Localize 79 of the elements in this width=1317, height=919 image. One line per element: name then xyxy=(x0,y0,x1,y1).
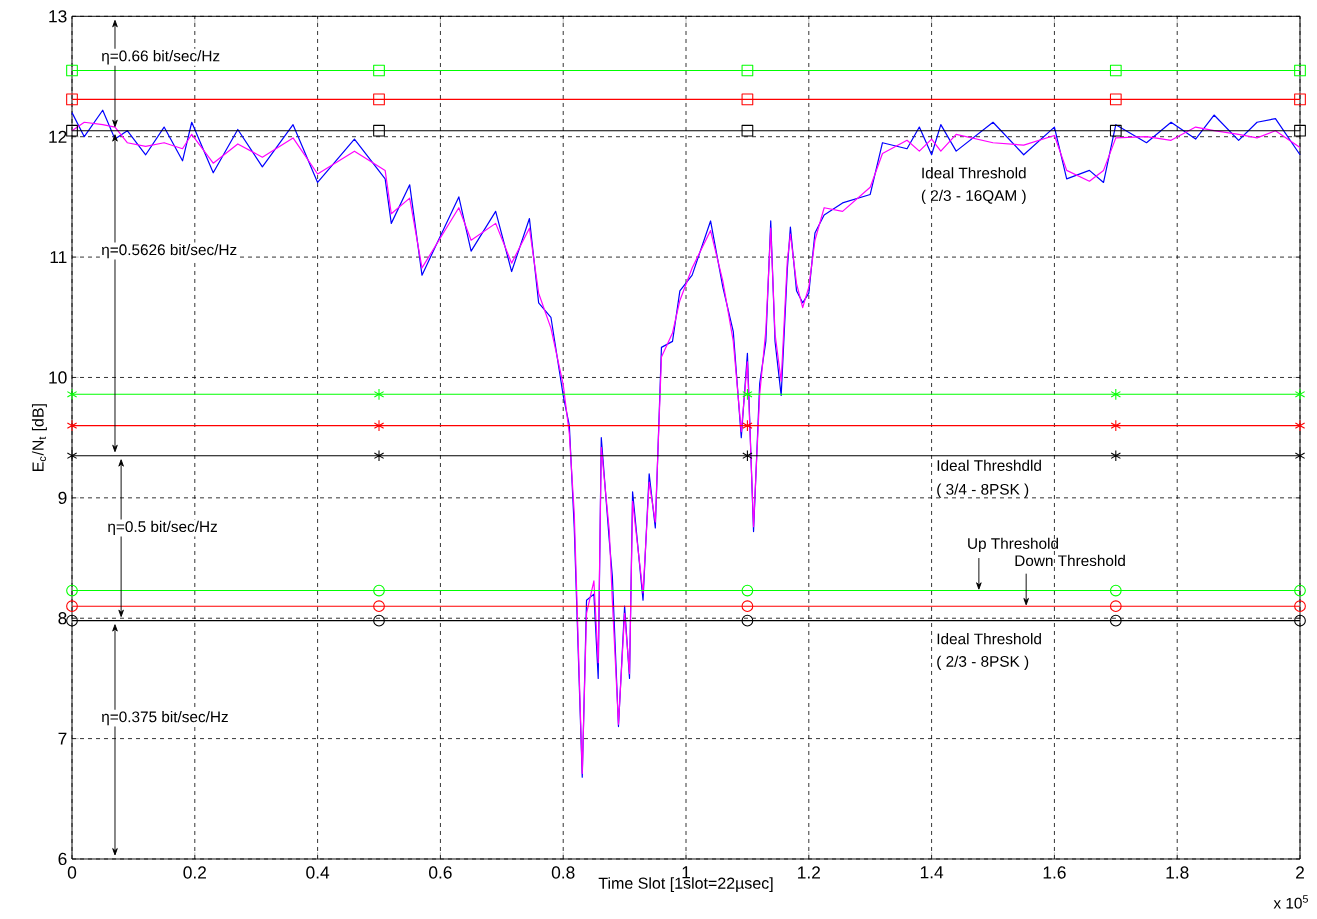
point xyxy=(66,584,78,597)
x-tick-label: 1.8 xyxy=(1166,866,1189,879)
point xyxy=(1294,584,1306,597)
x-axis-title: Time Slot [1slot=22µsec] xyxy=(598,877,773,893)
annotation: Down Threshold xyxy=(1015,554,1125,567)
annotation: ( 3/4 - 8PSK ) xyxy=(937,483,1029,498)
y-tick-label: 7 xyxy=(58,732,67,745)
x-tick-label: 0 xyxy=(67,866,77,879)
y-tick-label: 8 xyxy=(58,612,67,625)
point xyxy=(1294,124,1306,137)
point xyxy=(1294,388,1306,401)
x-tick-label: 1.6 xyxy=(1043,866,1066,879)
point xyxy=(66,600,78,613)
x-tick-label: 0.6 xyxy=(429,866,452,879)
point xyxy=(373,64,385,77)
point xyxy=(741,600,754,613)
point xyxy=(1294,64,1306,77)
x-tick-label: 0.4 xyxy=(306,866,330,879)
point xyxy=(741,614,754,627)
annotation: Ideal Threshdld xyxy=(937,459,1041,471)
point xyxy=(1110,388,1121,401)
point xyxy=(373,124,385,137)
point xyxy=(373,584,385,597)
point xyxy=(66,614,78,627)
point xyxy=(1109,93,1122,106)
point xyxy=(1294,614,1306,627)
y-tick-label: 11 xyxy=(50,251,67,264)
point xyxy=(741,93,754,106)
point xyxy=(1294,419,1306,432)
point xyxy=(741,584,754,597)
text: x 10$^{5}$ xyxy=(1273,895,1308,909)
point xyxy=(373,388,385,401)
annotation: Ideal Threshold xyxy=(937,633,1041,645)
point xyxy=(1109,614,1122,627)
point xyxy=(66,64,78,77)
y-tick-label: 10 xyxy=(49,371,67,384)
point xyxy=(741,124,754,137)
x-tick-label: 2 xyxy=(1296,866,1304,879)
annotation: Up Threshold xyxy=(968,537,1058,552)
point xyxy=(1110,419,1121,432)
point xyxy=(742,419,753,432)
point xyxy=(373,600,385,613)
y-tick-label: 6 xyxy=(58,852,67,866)
point xyxy=(1109,124,1122,137)
x-tick-label: 0.8 xyxy=(551,866,575,879)
point xyxy=(1109,584,1122,597)
point xyxy=(373,614,385,627)
annotation: η=0.5626 bit/sec/Hz xyxy=(102,243,237,259)
x-tick-label: 0.2 xyxy=(183,866,206,879)
point xyxy=(1294,449,1306,462)
y-tick-label: 12 xyxy=(49,130,67,143)
y-axis-title: E$_{c}$/N$_{t}$ [dB] xyxy=(31,404,47,471)
point xyxy=(1109,64,1122,77)
x-tick-label: 1.4 xyxy=(920,866,944,879)
point xyxy=(66,93,78,106)
point xyxy=(373,449,385,462)
annotation: η=0.66 bit/sec/Hz xyxy=(102,50,220,65)
x-tick-label: 1.2 xyxy=(798,866,820,879)
annotation: η=0.5 bit/sec/Hz xyxy=(108,520,217,536)
point xyxy=(373,93,385,106)
point xyxy=(66,388,78,401)
point xyxy=(1109,600,1122,613)
point xyxy=(742,449,753,462)
point xyxy=(66,419,78,432)
point xyxy=(742,388,753,401)
y-tick-label: 13 xyxy=(49,10,67,23)
point xyxy=(741,64,754,77)
point xyxy=(1294,600,1306,613)
annotation: ( 2/3 - 8PSK ) xyxy=(937,655,1029,670)
y-tick-label: 9 xyxy=(58,491,67,504)
point xyxy=(66,449,78,462)
point xyxy=(373,419,385,432)
annotation: η=0.375 bit/sec/Hz xyxy=(102,711,228,726)
point xyxy=(1110,449,1121,462)
annotation: Ideal Threshold xyxy=(922,167,1026,179)
annotation: ( 2/3 - 16QAM ) xyxy=(921,189,1026,205)
point xyxy=(66,124,78,137)
point xyxy=(1294,93,1306,106)
x-tick-label: 1 xyxy=(682,866,690,879)
